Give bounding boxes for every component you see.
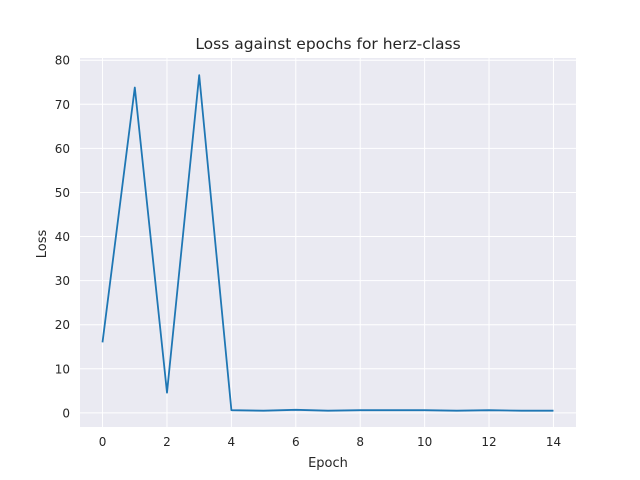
y-tick-label: 50 bbox=[55, 186, 70, 200]
y-gridlines bbox=[80, 59, 576, 414]
plot-area bbox=[80, 58, 576, 427]
x-axis-label: Epoch bbox=[308, 456, 348, 471]
x-tick-label: 4 bbox=[228, 435, 236, 449]
y-tick-label: 0 bbox=[62, 406, 70, 420]
x-tick-label: 6 bbox=[292, 435, 300, 449]
y-tick-label: 80 bbox=[55, 54, 70, 68]
x-tick-labels: 0 2 4 6 8 10 12 14 bbox=[99, 435, 561, 449]
x-tick-label: 8 bbox=[356, 435, 364, 449]
y-tick-labels: 0 10 20 30 40 50 60 70 80 bbox=[55, 54, 70, 421]
y-tick-label: 40 bbox=[55, 230, 70, 244]
loss-line bbox=[101, 74, 554, 412]
x-tick-label: 14 bbox=[546, 435, 561, 449]
series-layer bbox=[101, 74, 554, 412]
x-gridlines bbox=[102, 58, 554, 427]
y-tick-label: 30 bbox=[55, 274, 70, 288]
y-tick-label: 10 bbox=[55, 362, 70, 376]
y-axis-label: Loss bbox=[35, 230, 50, 259]
x-tick-label: 12 bbox=[481, 435, 496, 449]
y-tick-label: 60 bbox=[55, 142, 70, 156]
x-tick-label: 0 bbox=[99, 435, 107, 449]
chart-title: Loss against epochs for herz-class bbox=[195, 35, 460, 53]
x-tick-label: 10 bbox=[417, 435, 432, 449]
y-tick-label: 20 bbox=[55, 318, 70, 332]
y-tick-label: 70 bbox=[55, 98, 70, 112]
x-tick-label: 2 bbox=[163, 435, 171, 449]
